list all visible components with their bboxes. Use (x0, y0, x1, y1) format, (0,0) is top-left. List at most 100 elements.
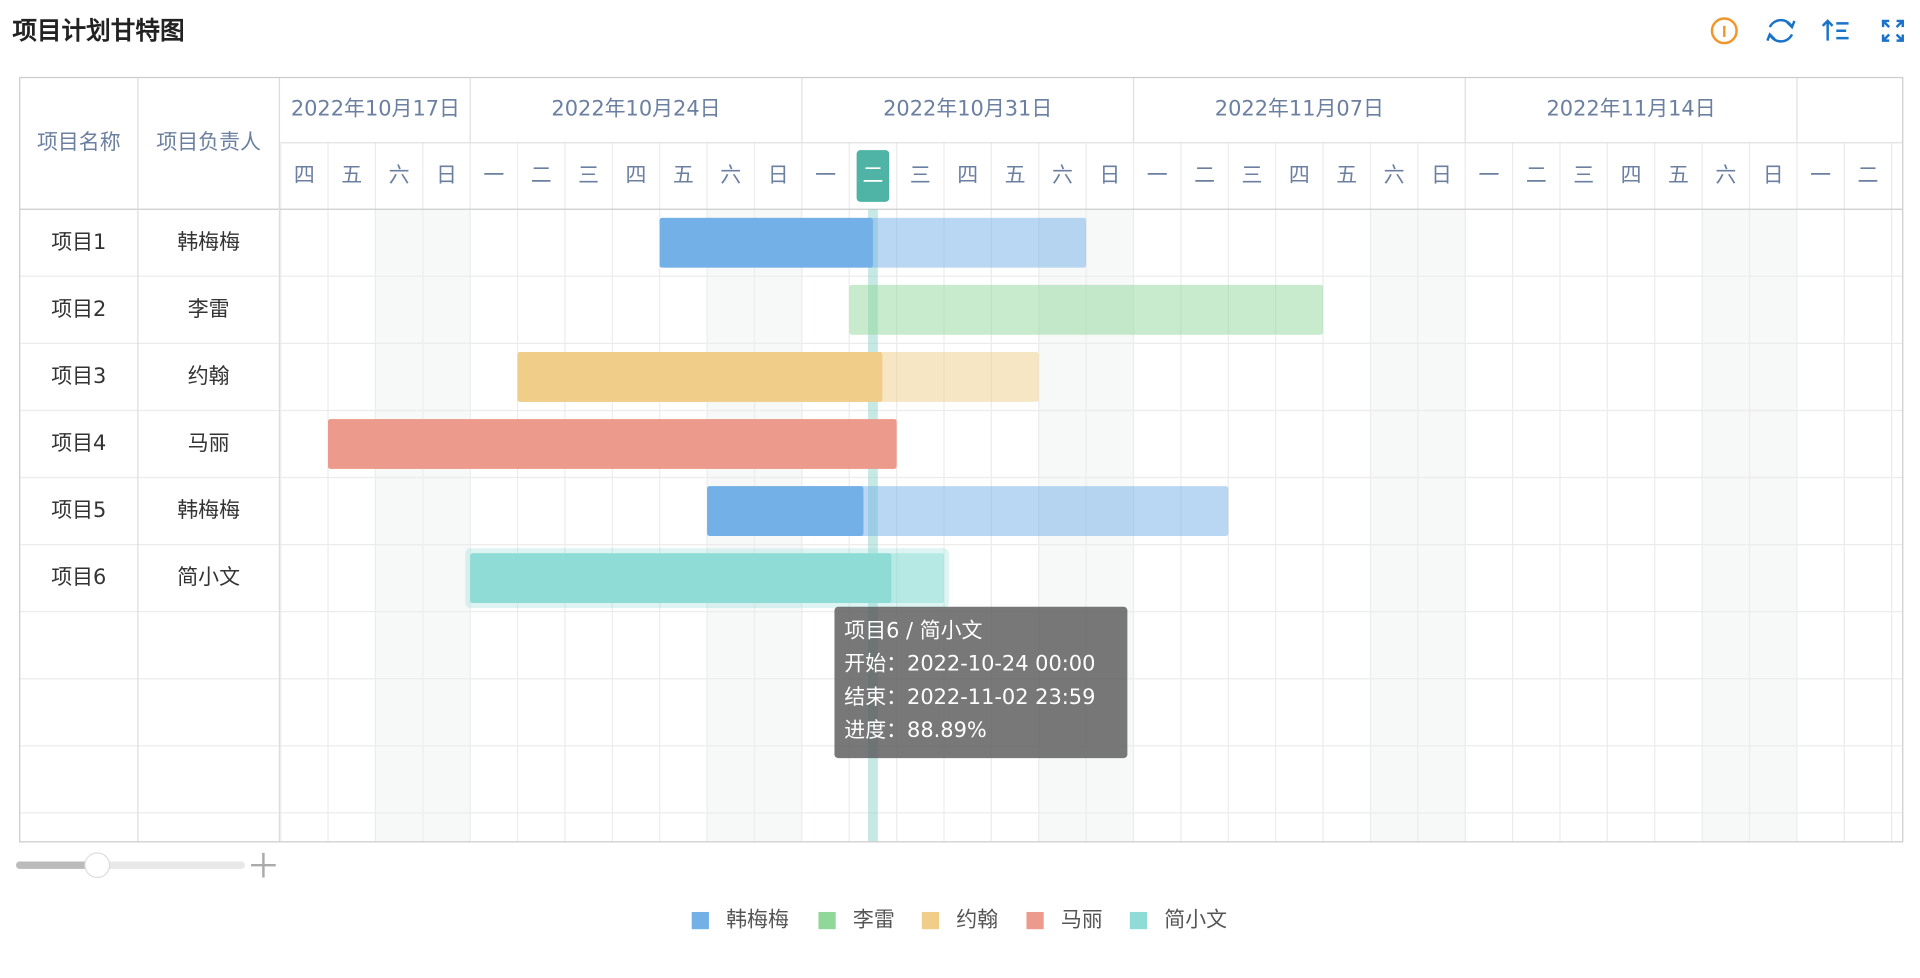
weekend-shade (422, 209, 471, 842)
tooltip-key: 结束： (844, 685, 907, 709)
legend-swatch (1129, 911, 1148, 930)
chart-title: 项目计划甘特图 (12, 16, 184, 45)
task-owner: 简小文 (177, 565, 240, 589)
weekday-label: 四 (294, 163, 315, 187)
week-label: 2022年10月17日 (291, 97, 460, 121)
weekend-shade (375, 209, 423, 842)
weekday-label: 一 (1810, 163, 1831, 187)
weekday-label: 日 (1099, 163, 1120, 187)
legend-swatch (921, 911, 940, 930)
legend-label: 马丽 (1061, 908, 1103, 932)
weekday-label: 一 (1147, 163, 1168, 187)
tooltip-key: 开始： (844, 652, 907, 676)
weekday-label: 二 (1526, 163, 1547, 187)
task-owner: 马丽 (188, 431, 230, 455)
weekday-label: 日 (1763, 163, 1784, 187)
weekday-label: 六 (1384, 163, 1405, 187)
progress-bar (659, 217, 873, 268)
weekday-label: 五 (1668, 163, 1689, 187)
task-owner: 韩梅梅 (177, 230, 240, 254)
weekday-label: 三 (1242, 163, 1263, 187)
legend-label: 韩梅梅 (726, 908, 789, 932)
weekday-label: 二 (862, 163, 883, 187)
weekday-label: 四 (1621, 163, 1642, 187)
weekday-label: 日 (436, 163, 457, 187)
weekday-label: 四 (626, 163, 647, 187)
zoom-slider[interactable] (16, 852, 276, 879)
week-label: 2022年11月07日 (1215, 97, 1384, 121)
weekday-label: 一 (1478, 163, 1499, 187)
legend-label: 约翰 (956, 908, 998, 932)
weekend-shade (1417, 209, 1466, 842)
weekday-label: 五 (673, 163, 694, 187)
task-name: 项目6 (51, 565, 106, 589)
weekday-label: 三 (1573, 163, 1594, 187)
weekday-label: 五 (341, 163, 362, 187)
refresh-icon[interactable] (1766, 18, 1796, 43)
tooltip-title: 项目6 / 简小文 (844, 618, 982, 642)
weekday-label: 日 (768, 163, 789, 187)
weekday-label: 日 (1431, 163, 1452, 187)
weekday-label: 六 (1052, 163, 1073, 187)
weekend-shade (1749, 209, 1797, 842)
fullscreen-icon[interactable] (1881, 19, 1904, 42)
weekday-label: 五 (1005, 163, 1026, 187)
weekday-label: 一 (815, 163, 836, 187)
weekday-label: 六 (389, 163, 410, 187)
sort-icon[interactable] (1821, 19, 1849, 41)
weekday-label: 六 (720, 163, 741, 187)
legend: 韩梅梅 李雷 约翰 马丽 简小文 (691, 908, 1227, 932)
tooltip-key: 进度： (844, 718, 907, 742)
tooltip-line: 开始：2022-10-24 00:00 (844, 652, 1095, 676)
task-owner: 李雷 (188, 297, 230, 321)
legend-label: 简小文 (1164, 908, 1227, 932)
tooltip-value: 2022-11-02 23:59 (907, 685, 1095, 709)
weekday-label: 二 (1858, 163, 1879, 187)
progress-bar (328, 419, 897, 469)
progress-bar (707, 486, 864, 536)
slider-handle[interactable] (84, 852, 111, 879)
task-name: 项目2 (51, 297, 106, 321)
column-header: 项目名称 (37, 130, 121, 154)
table-border (19, 76, 1904, 843)
tooltip-line: 结束：2022-11-02 23:59 (844, 685, 1095, 709)
task-owner: 约翰 (188, 364, 230, 388)
weekday-label: 五 (1336, 163, 1357, 187)
legend-swatch (1026, 911, 1044, 930)
task-name: 项目5 (51, 498, 106, 522)
task-name: 项目3 (51, 364, 106, 388)
legend-swatch (691, 911, 709, 930)
progress-bar (470, 553, 892, 604)
tooltip-value: 2022-10-24 00:00 (907, 652, 1095, 676)
tooltip-value: 88.89% (907, 718, 987, 742)
task-owner: 韩梅梅 (177, 498, 240, 522)
task-bar (849, 284, 1324, 335)
weekday-label: 四 (957, 163, 978, 187)
progress-bar (517, 351, 883, 402)
zoom-in[interactable] (251, 852, 276, 878)
week-label: 2022年10月24日 (551, 97, 720, 121)
weekday-label: 六 (1715, 163, 1736, 187)
weekend-shade (1370, 209, 1418, 842)
weekday-label: 一 (483, 163, 504, 187)
toolbar[interactable] (1710, 17, 1904, 45)
weekend-shade (1702, 209, 1750, 842)
info-icon[interactable] (1710, 17, 1738, 45)
weekday-label: 二 (531, 163, 552, 187)
week-label: 2022年11月14日 (1546, 97, 1715, 121)
legend-label: 李雷 (853, 908, 895, 932)
weekday-label: 三 (578, 163, 599, 187)
week-label: 2022年10月31日 (883, 97, 1052, 121)
task-name: 项目4 (51, 431, 106, 455)
today-cell (856, 150, 890, 202)
weekday-label: 三 (910, 163, 931, 187)
task-name: 项目1 (51, 230, 106, 254)
weekday-label: 四 (1289, 163, 1310, 187)
weekday-label: 二 (1194, 163, 1215, 187)
tooltip-box (834, 606, 1128, 759)
legend-swatch (818, 911, 836, 930)
